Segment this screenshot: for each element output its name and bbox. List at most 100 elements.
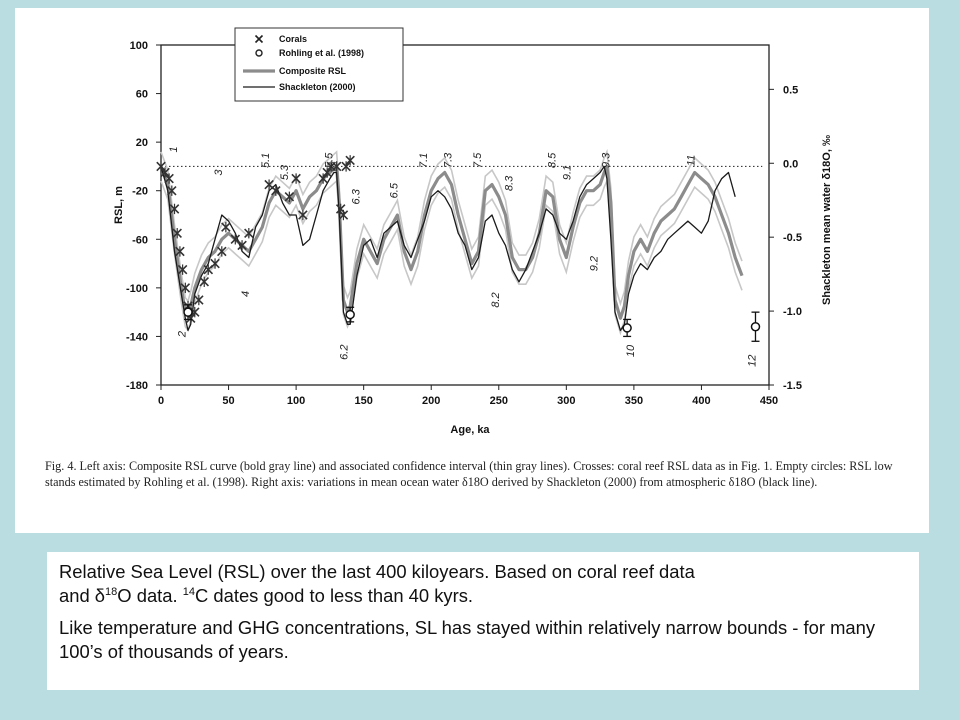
x-axis-label: Age, ka — [450, 424, 490, 436]
y-tick-label: 20 — [136, 137, 148, 149]
mis-label: 12 — [747, 355, 759, 367]
coral-point — [167, 185, 177, 196]
y-tick-label: 60 — [136, 89, 148, 101]
summary-line-1d: C dates good to less than 40 kyrs. — [194, 585, 474, 606]
legend-entry: Shackleton (2000) — [279, 82, 356, 92]
rohling-point — [750, 311, 761, 342]
coral-point — [194, 294, 204, 306]
x-tick-label: 250 — [490, 395, 508, 407]
rohling-circle — [750, 321, 761, 332]
mis-label: 5.1 — [260, 153, 272, 168]
legend-cross-icon — [254, 34, 264, 44]
coral-point — [169, 203, 180, 215]
coral-point — [221, 221, 231, 233]
sea-level-chart: 0 50 100 150 200 250 300 350 400 450 100 60 20 -20 -60… — [113, 27, 833, 436]
rohling-point — [622, 318, 632, 338]
y2-axis-label: Shackleton mean water δ18O, ‰ — [821, 135, 833, 305]
mis-label: 9.1 — [561, 165, 573, 180]
y2-tick-label: 0.0 — [783, 158, 798, 170]
summary-paragraph-1: Relative Sea Level (RSL) over the last 4… — [59, 560, 907, 608]
rohling-point — [183, 304, 193, 321]
mis-label: 8.3 — [503, 175, 515, 191]
mis-label: 5.5 — [324, 152, 336, 168]
chart-series — [159, 164, 744, 332]
y-axis-label: RSL, m — [113, 186, 125, 224]
sup-14: 14 — [182, 585, 195, 598]
y-tick-label: -140 — [126, 331, 148, 343]
coral-point — [199, 276, 210, 287]
x-tick-label: 400 — [692, 395, 710, 407]
x-tick-label: 200 — [422, 395, 440, 407]
coral-point — [172, 228, 182, 239]
mis-label: 6.2 — [339, 345, 351, 360]
legend-circle-icon — [255, 49, 263, 57]
mis-label: 5.3 — [279, 164, 291, 180]
rohling-circle — [622, 323, 632, 333]
lower-confidence-line — [160, 177, 743, 336]
x-tick-label: 450 — [760, 395, 778, 407]
coral-point — [264, 179, 274, 190]
summary-line-1b: and — [59, 585, 95, 606]
figure-caption: Fig. 4. Left axis: Composite RSL curve (… — [45, 459, 893, 489]
coral-point — [180, 282, 191, 294]
legend-entry: Rohling et al. (1998) — [279, 48, 364, 58]
mis-label: 2 — [176, 331, 188, 338]
coral-point — [318, 173, 328, 184]
coral-point — [345, 155, 355, 166]
y2-tick-label: -1.5 — [783, 380, 802, 392]
chart-legend: Corals Rohling et al. (1998) Composite RSL… — [234, 27, 404, 102]
summary-text-box: Relative Sea Level (RSL) over the last 4… — [47, 552, 919, 690]
y-tick-label: -20 — [132, 186, 148, 198]
confidence-envelope — [160, 148, 743, 336]
coral-point — [190, 306, 200, 318]
mis-label: 7.1 — [418, 153, 430, 168]
delta-symbol: δ — [94, 585, 106, 606]
legend-entry: Corals — [279, 34, 307, 44]
sup-18: 18 — [105, 585, 118, 598]
chart-axes: 0 50 100 150 200 250 300 350 400 450 100 60 20 -20 -60… — [113, 40, 833, 436]
coral-markers — [156, 155, 355, 324]
y2-tick-label: -0.5 — [783, 232, 802, 244]
rohling-circle — [345, 309, 355, 320]
summary-line-1c: O data. — [117, 585, 183, 606]
composite-rsl-line — [159, 164, 744, 320]
y-tick-label: -180 — [126, 380, 148, 392]
y-tick-label: -60 — [132, 234, 148, 246]
coral-point — [271, 185, 281, 196]
y-tick-label: -100 — [126, 283, 148, 295]
summary-paragraph-2: Like temperature and GHG concentrations,… — [59, 617, 876, 662]
mis-label: 8.2 — [490, 292, 502, 307]
coral-point — [210, 258, 220, 269]
x-tick-label: 0 — [158, 395, 164, 407]
shackleton-line — [160, 165, 736, 332]
y2-tick-label: -1.0 — [783, 306, 802, 318]
y-tick-label: 100 — [130, 40, 148, 52]
mis-label: 6.5 — [388, 182, 400, 198]
coral-point — [284, 191, 295, 202]
mis-label: 6.3 — [351, 188, 363, 204]
mis-label: 11 — [686, 155, 698, 166]
coral-point — [331, 161, 342, 172]
coral-point — [341, 161, 351, 172]
coral-point — [156, 161, 166, 172]
mis-label: 1 — [168, 146, 180, 152]
legend-box — [234, 27, 404, 102]
x-tick-label: 350 — [625, 395, 643, 407]
coral-point — [244, 228, 254, 239]
legend-entry: Composite RSL — [279, 66, 347, 76]
mis-label: 8.5 — [547, 152, 559, 168]
coral-point — [291, 173, 301, 184]
rohling-circle — [183, 307, 193, 317]
y2-tick-label: 0.5 — [783, 84, 798, 96]
mis-label: 9.2 — [588, 256, 600, 271]
x-tick-label: 50 — [222, 395, 234, 407]
x-tick-label: 100 — [287, 395, 305, 407]
mis-label: 9.3 — [601, 152, 613, 168]
coral-point — [338, 209, 349, 221]
coral-point — [322, 167, 332, 178]
x-tick-label: 150 — [354, 395, 372, 407]
mis-label: 10 — [625, 344, 637, 357]
rohling-markers — [183, 304, 761, 342]
mis-label: 4 — [240, 291, 252, 297]
coral-point — [175, 246, 185, 257]
